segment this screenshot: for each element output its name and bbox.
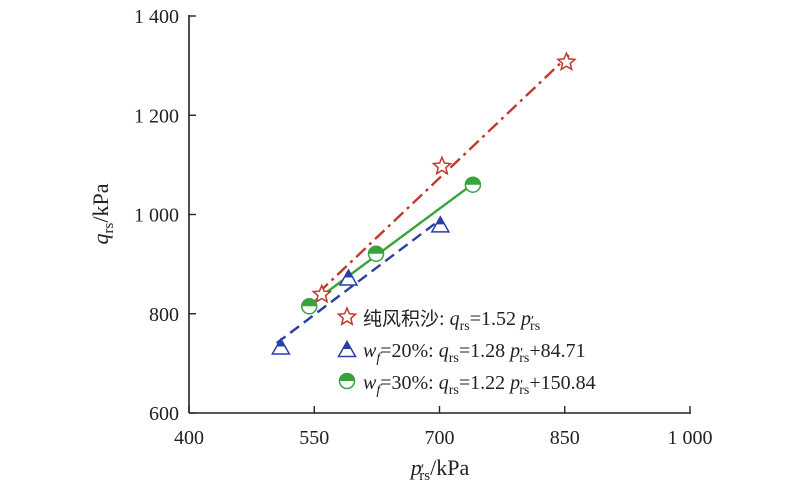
y-tick-label: 600 (149, 403, 179, 425)
point-series-2-0 (300, 298, 318, 315)
fit-line-series-0 (317, 54, 570, 294)
data-points (271, 51, 577, 355)
x-tick-label: 850 (550, 427, 580, 449)
legend-marker-series-0 (336, 306, 358, 326)
legend-entry-series-1: wf=20%: qrs=1.28 p′rs+84.71 (363, 340, 586, 366)
point-series-0-2 (556, 51, 577, 72)
point-series-1-2 (430, 215, 451, 233)
point-series-2-2 (464, 176, 482, 193)
point-series-2-1 (367, 245, 385, 262)
point-series-1-1 (338, 268, 359, 286)
fit-lines (275, 54, 570, 345)
y-tick-label: 1 000 (134, 205, 179, 227)
x-tick-label: 550 (299, 427, 329, 449)
point-series-0-1 (431, 155, 453, 176)
x-axis-label: p′rs/kPa (409, 455, 470, 484)
fit-line-series-2 (308, 182, 474, 307)
legend-entry-series-2: wf=30%: qrs=1.22 p′rs+150.84 (363, 372, 596, 398)
axis-labels: p′rs/kPa qrs/kPa (88, 183, 469, 484)
y-axis-label: qrs/kPa (88, 183, 117, 244)
fit-line-series-1 (275, 217, 443, 345)
x-tick-label: 400 (174, 427, 204, 449)
point-series-0-0 (311, 283, 333, 304)
ticks: 400 550 700 850 1 000 600 800 1 000 1 200 1 400 (134, 6, 713, 449)
legend-marker-series-2 (338, 372, 356, 390)
y-tick-label: 800 (149, 304, 179, 326)
x-tick-label: 1 000 (668, 427, 713, 449)
y-tick-label: 1 200 (134, 105, 179, 127)
point-series-1-0 (271, 337, 291, 355)
legend-entry-series-0: 纯风积沙: qrs=1.52 p′rs (363, 308, 540, 334)
legend-marker-series-1 (337, 339, 357, 358)
y-tick-label: 1 400 (134, 6, 179, 28)
legend: 纯风积沙: qrs=1.52 p′rs wf=20%: qrs=1.28 p′rs… (336, 306, 596, 398)
x-tick-label: 700 (425, 427, 455, 449)
